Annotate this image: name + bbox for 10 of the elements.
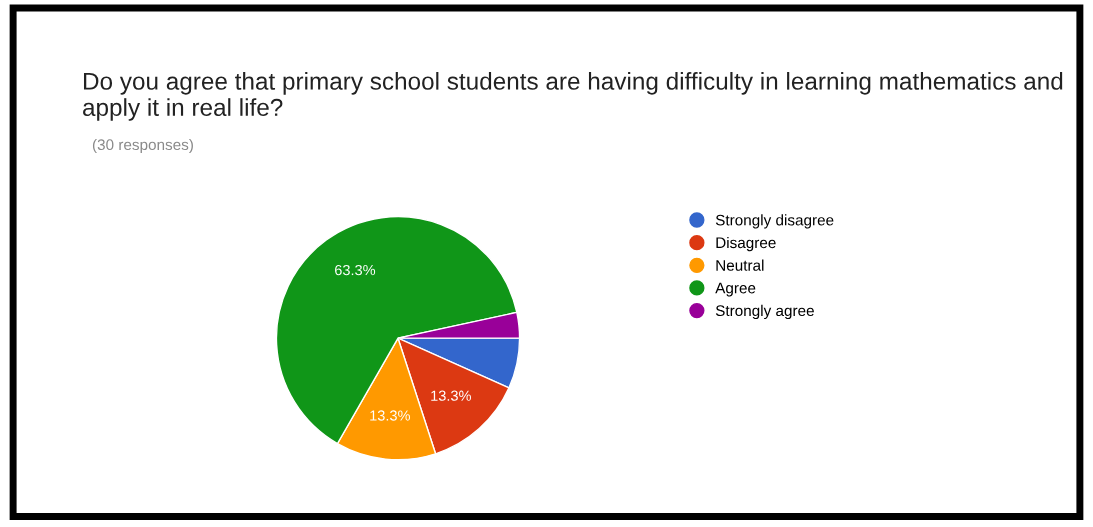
data-label: 13.3% [370,410,410,421]
legend-label: Agree [715,282,756,297]
legend-label: Strongly agree [715,304,814,320]
legend-label: Strongly disagree [715,214,834,229]
chart-title: Do you agree that primary school students are having difficulty in learning mathematics and apply it in real life? [83,72,1063,121]
text: (30 responses) [92,138,193,154]
legend-label: Neutral [716,259,764,271]
data-label: 13.3% [431,390,471,401]
data-label: 63.3% [335,264,376,276]
legend-label: Disagree [716,236,776,252]
